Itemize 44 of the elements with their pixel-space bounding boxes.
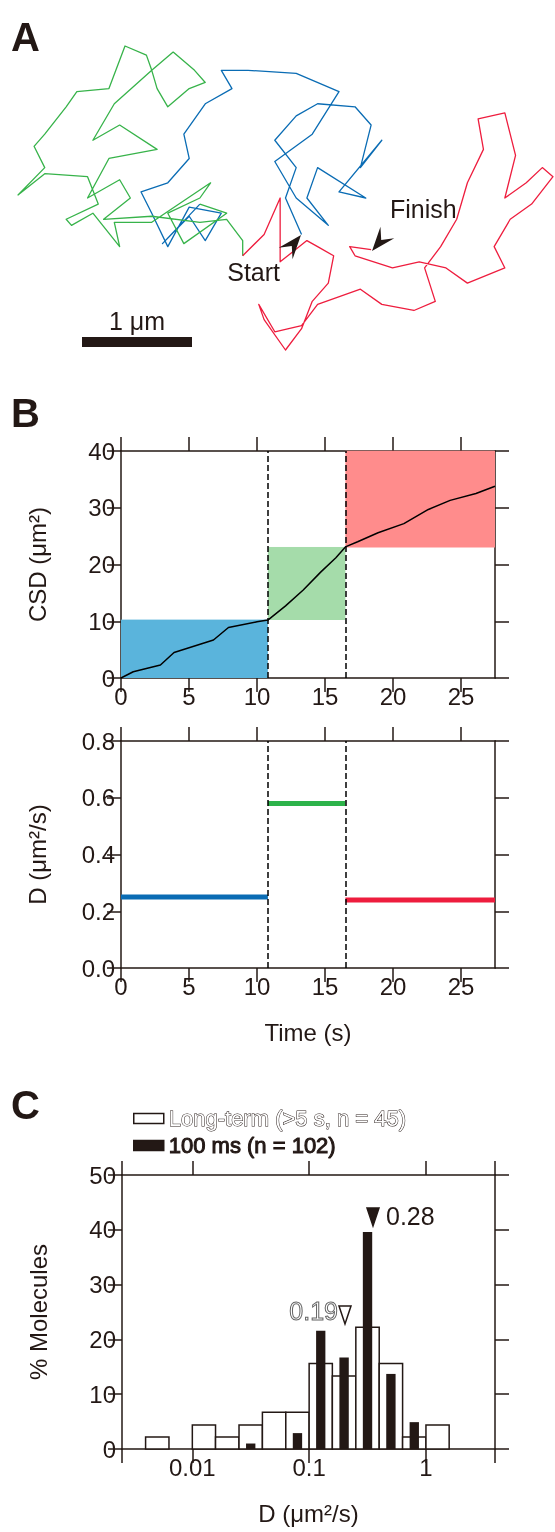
x-tick-label: 25 — [447, 682, 475, 710]
y-tick-label: 40 — [89, 1216, 116, 1244]
text: A — [11, 15, 40, 59]
x-axis-title: D (μm²/s) — [258, 1499, 359, 1527]
y-axis-title: CSD (μm²) — [23, 506, 51, 623]
x-tick-label: 5 — [182, 682, 196, 710]
chart-title: C — [11, 1083, 40, 1127]
text: 1 μm — [108, 307, 166, 335]
chart-title: B — [11, 391, 40, 435]
x-tick-label: 10 — [243, 682, 271, 710]
x-axis-title: Time (s) — [264, 1018, 352, 1046]
y-tick-label: 0 — [101, 664, 115, 692]
y-tick-label: 30 — [89, 1271, 116, 1299]
y-tick-label: 10 — [88, 607, 115, 635]
x-tick-label: 10 — [243, 972, 271, 1000]
y-tick-label: 0.0 — [81, 954, 115, 982]
y-tick-label: 0 — [102, 1435, 116, 1463]
y-tick-label: 20 — [89, 1325, 116, 1353]
y-axis-title: D (μm²/s) — [23, 804, 51, 905]
y-axis-title: % Molecules — [24, 1243, 52, 1381]
legend-label: 100 ms (n = 102) — [168, 1133, 336, 1158]
annotation: 0.28 — [386, 1202, 435, 1230]
x-tick-label: 20 — [379, 682, 407, 710]
y-tick-label: 20 — [88, 551, 115, 578]
y-tick-label: 0.6 — [81, 784, 115, 812]
y-tick-label: 0.4 — [81, 841, 115, 868]
x-tick-label: 20 — [379, 972, 407, 1000]
text: Start — [227, 258, 281, 286]
x-tick-label: 5 — [182, 972, 196, 1000]
x-tick-label: 0.01 — [168, 1453, 216, 1481]
x-tick-label: 1 — [419, 1453, 433, 1481]
y-tick-label: 50 — [89, 1161, 116, 1189]
y-tick-label: 10 — [89, 1380, 116, 1408]
y-tick-label: 0.2 — [81, 897, 115, 925]
y-tick-label: 0.8 — [81, 727, 115, 755]
x-tick-label: 15 — [311, 972, 339, 1000]
legend-label: Long-term (>5 s, n = 45) — [168, 1106, 406, 1131]
y-tick-label: 30 — [88, 494, 115, 522]
x-tick-label: 0.1 — [292, 1453, 326, 1481]
x-tick-label: 25 — [447, 972, 475, 1000]
text: Finish — [390, 195, 457, 223]
y-tick-label: 40 — [88, 437, 115, 465]
annotation: 0.19 — [289, 1297, 338, 1325]
x-tick-label: 15 — [311, 682, 339, 710]
